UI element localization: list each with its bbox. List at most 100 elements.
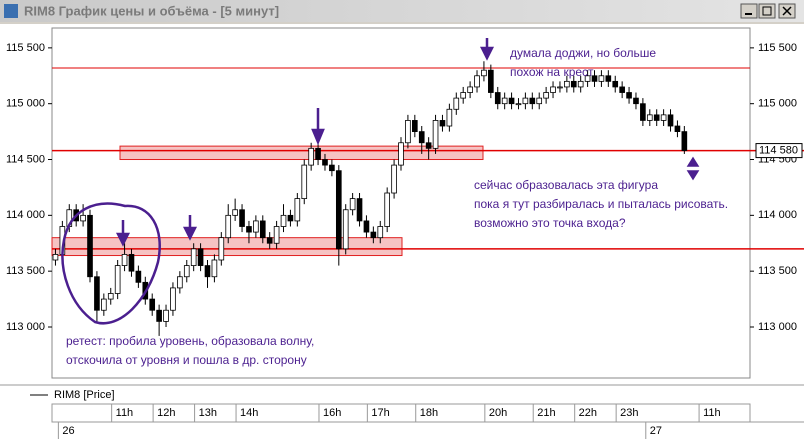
candle-body [640,103,646,121]
candle-body [543,92,549,99]
candle-body [370,231,377,239]
candle-body [52,254,59,261]
candle-body [405,120,411,144]
maximize-button[interactable] [758,3,776,19]
candle-body [674,125,681,133]
candle-body [557,86,563,89]
candle-body [308,147,314,166]
double-arrow [686,156,700,181]
candle-body [646,114,653,121]
x-tick-label: 11h [116,407,134,419]
candle-body [653,114,660,121]
candle-body [322,159,328,166]
annotation: ретест: пробила уровень, образовала волн… [66,334,314,348]
window-icon [4,4,18,18]
candle-body [259,220,266,239]
candle-body [681,131,688,151]
y-tick-label-right: 113 500 [758,265,797,277]
candle-body [253,220,259,233]
y-tick-label: 114 000 [6,209,45,221]
price-label-box [755,143,803,159]
annotation: возможно это точка входа? [474,216,626,230]
candle-body [287,214,294,222]
x-tick-label: 22h [579,407,597,419]
y-tick-label: 115 500 [6,42,45,54]
candle-body [550,86,556,93]
arrow [115,220,131,247]
candle-body [584,75,591,82]
candle-body [522,97,529,105]
candle-body [107,293,114,300]
circle [61,202,161,325]
candle-body [481,69,487,77]
candle-body [363,220,370,233]
candle-body [232,209,238,216]
title-bar [0,0,804,22]
annotation: думала доджи, но больше [510,46,656,60]
candle-body [446,108,453,127]
candle-body [391,164,397,194]
x-tick-label: 23h [620,407,638,419]
candle-body [273,226,280,244]
candle-body [301,164,308,199]
candle-body [660,114,667,121]
candle-body [612,80,619,88]
candle-body [266,237,273,244]
candle-body [619,86,625,93]
candle-body [633,97,639,105]
date-label: 26 [62,425,74,437]
candle-body [425,142,432,149]
candle-body [156,309,162,322]
candle-body [515,103,522,106]
zone [51,237,403,257]
candle-body [342,209,349,250]
candle-body [135,270,142,283]
candle-body [564,80,570,88]
candle-body [294,198,301,222]
y-tick-label: 114 500 [6,153,45,165]
x-tick-label: 11h [703,407,721,419]
candle-body [667,114,674,127]
candle-body [453,97,460,110]
candle-body [570,80,577,88]
plot-border [51,27,751,379]
annotation: сейчас образовалась эта фигура [474,178,658,192]
y-tick-label-right: 113 000 [758,321,797,333]
annotation: отскочила от уровня и пошла в др. сторон… [66,353,307,367]
candle-body [460,92,467,99]
annotation: похож на крест [510,65,594,79]
candle-body [280,214,287,227]
candle-body [398,142,404,166]
x-tick-label: 18h [420,407,438,419]
candle-body [591,75,598,82]
minimize-button[interactable] [740,3,758,19]
candle-body [80,214,86,222]
candle-body [418,131,425,144]
y-tick-label-right: 114 000 [758,209,797,221]
x-tick-label: 12h [157,407,175,419]
candle-body [177,276,183,289]
arrow [479,38,495,61]
candle-body [577,80,584,88]
hand-drawings [61,38,700,325]
candle-body [149,298,156,311]
candle-body [170,287,176,311]
candle-body [384,192,390,227]
window-buttons[interactable] [740,3,796,19]
candle-body [163,309,169,322]
arrow [182,215,198,241]
zone [119,145,484,161]
candle-body [204,265,211,278]
window-title: RIM8 График цены и объёма - [5 минут] [24,3,279,18]
candle-body [439,120,446,127]
candle-body [218,237,225,261]
chart-background [0,24,804,439]
candle-body [536,97,543,105]
candle-body [246,226,252,233]
candle-body [128,254,135,272]
candle-body [529,97,536,105]
candle-body [488,69,494,93]
y-tick-label-right: 115 000 [758,98,797,110]
date-label: 27 [650,425,662,437]
candle-body [121,254,128,266]
